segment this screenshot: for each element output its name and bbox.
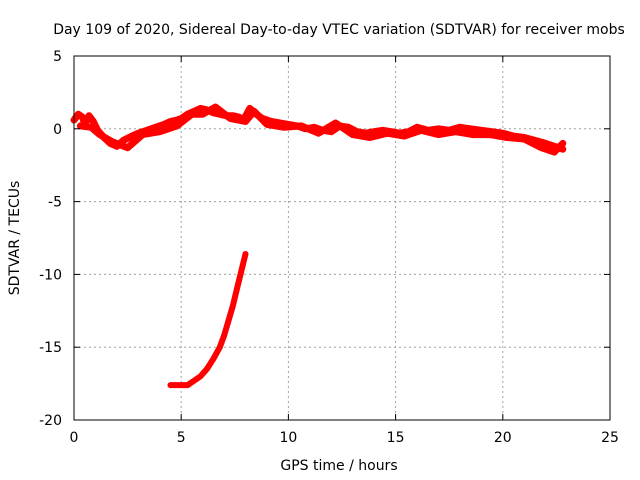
data-point xyxy=(172,382,178,388)
data-point xyxy=(77,123,84,129)
data-point xyxy=(225,318,232,324)
grid-layer xyxy=(74,56,610,420)
data-point xyxy=(298,123,305,129)
y-tick-label: -5 xyxy=(48,195,62,211)
data-point xyxy=(157,128,163,135)
data-point xyxy=(251,108,257,115)
y-tick-label: 0 xyxy=(53,122,62,138)
data-point xyxy=(227,115,234,122)
data-point xyxy=(470,131,476,138)
y-tick-label: -10 xyxy=(39,267,62,283)
data-point xyxy=(384,130,390,136)
data-point xyxy=(242,118,249,125)
data-point xyxy=(435,131,442,138)
y-tick-label: -20 xyxy=(39,413,62,429)
data-point xyxy=(197,105,204,112)
x-tick-label: 15 xyxy=(387,430,405,446)
data-point xyxy=(167,382,174,388)
data-point xyxy=(281,124,287,131)
data-point xyxy=(264,121,270,128)
data-point xyxy=(178,382,184,388)
data-point xyxy=(367,134,373,141)
y-tick-label: 5 xyxy=(53,49,62,65)
data-point xyxy=(109,139,116,145)
data-point xyxy=(167,118,174,125)
data-point xyxy=(332,120,339,126)
data-point xyxy=(129,133,135,139)
data-point xyxy=(210,356,217,362)
data-point xyxy=(184,382,191,388)
data-point xyxy=(161,121,167,128)
x-tick-label: 5 xyxy=(177,430,186,446)
y-axis-label: SDTVAR / TECUs xyxy=(7,181,23,296)
data-point xyxy=(75,111,82,117)
data-point xyxy=(124,144,131,151)
data-point xyxy=(199,111,206,117)
x-tick-label: 0 xyxy=(70,430,79,446)
data-point xyxy=(349,131,356,138)
data-point xyxy=(542,140,549,147)
data-point xyxy=(139,131,146,138)
data-point xyxy=(401,133,408,139)
data-point xyxy=(234,286,240,292)
data-point xyxy=(538,144,545,151)
tick-layer: 0 5 10 15 20 25 5 0 -5 -10 -15 -20 xyxy=(39,49,619,446)
data-point xyxy=(204,366,210,372)
data-point xyxy=(560,140,566,147)
data-point xyxy=(90,118,97,125)
data-point xyxy=(452,128,459,135)
data-point xyxy=(79,114,86,120)
x-tick-label: 25 xyxy=(601,430,619,446)
x-tick-label: 10 xyxy=(279,430,297,446)
data-point xyxy=(229,303,236,310)
data-point xyxy=(238,268,244,275)
data-point xyxy=(174,123,180,129)
data-point xyxy=(315,130,322,136)
data-point xyxy=(86,112,92,119)
data-point xyxy=(217,344,223,351)
data-point xyxy=(467,126,474,132)
data-point xyxy=(504,134,510,141)
data-point xyxy=(435,126,442,132)
data-point xyxy=(197,373,204,380)
data-point xyxy=(221,332,227,339)
data-point xyxy=(551,149,558,155)
y-tick-label: -15 xyxy=(39,340,62,356)
data-point xyxy=(242,251,249,257)
plot-frame xyxy=(73,55,611,421)
data-point xyxy=(521,136,527,142)
series-layer xyxy=(70,103,567,389)
chart-title: Day 109 of 2020, Sidereal Day-to-day VTE… xyxy=(53,22,625,38)
data-point xyxy=(212,104,219,110)
x-axis-label: GPS time / hours xyxy=(280,458,397,474)
x-tick-label: 20 xyxy=(494,430,512,446)
data-point xyxy=(418,127,425,134)
data-point xyxy=(96,131,103,138)
data-point xyxy=(487,131,493,138)
data-point xyxy=(189,111,195,117)
data-point xyxy=(191,377,197,384)
data-point xyxy=(88,124,94,131)
